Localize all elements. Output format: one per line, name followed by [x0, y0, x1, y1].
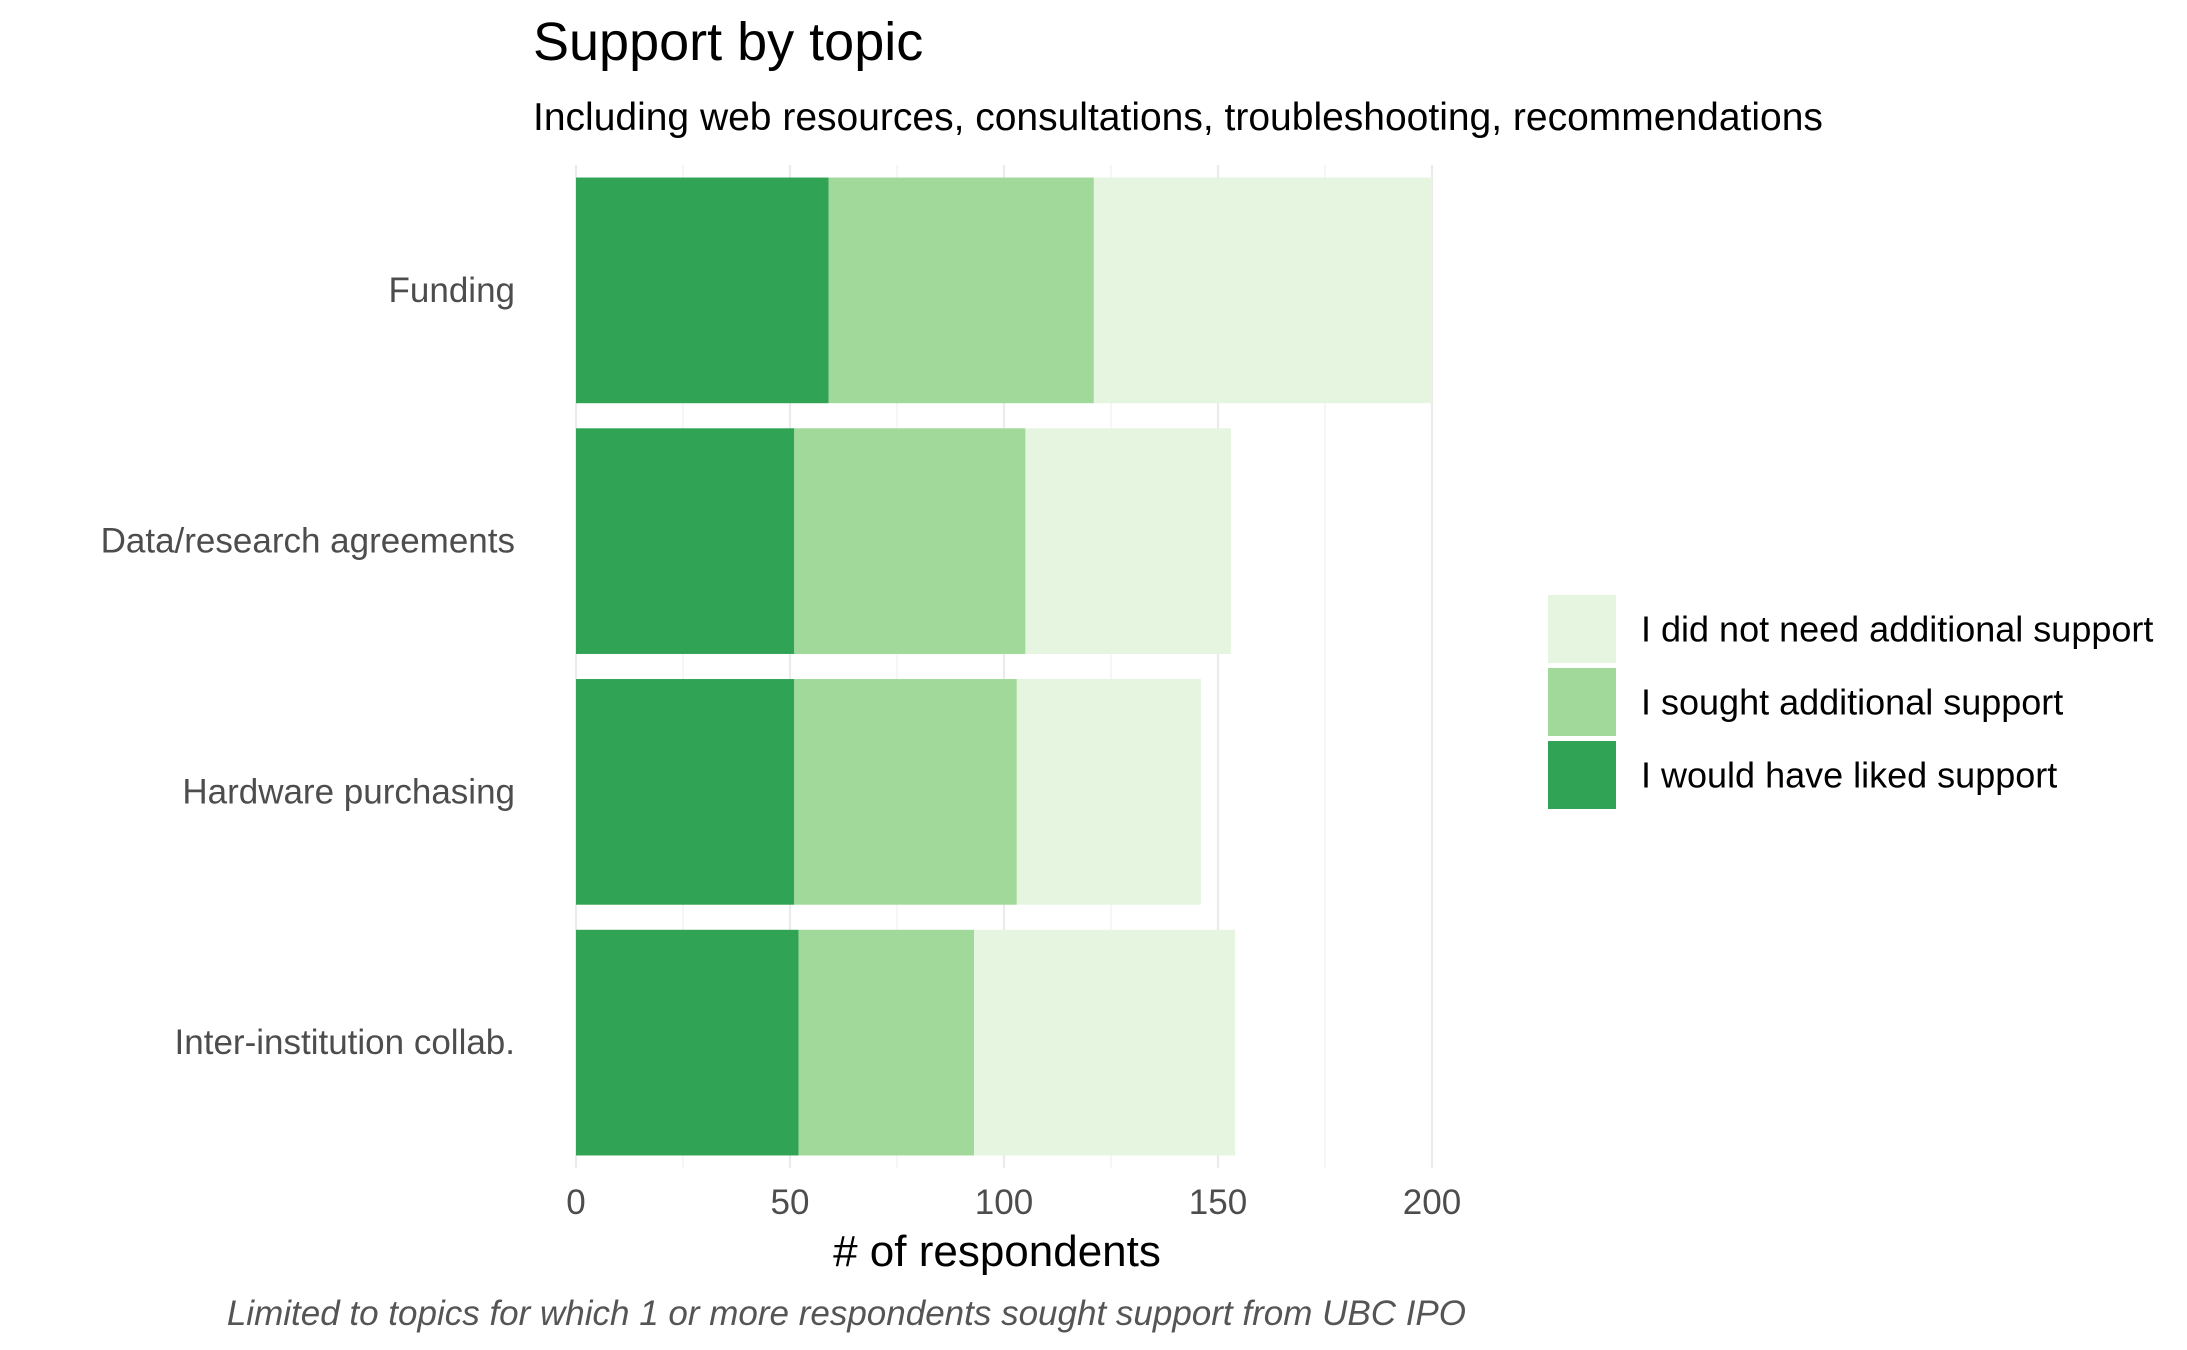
category-label: Inter-institution collab. [175, 1023, 515, 1062]
category-labels: Funding Data/research agreements Hardware … [101, 271, 515, 1062]
chart-title: Support by topic [533, 12, 923, 72]
legend-label: I did not need additional support [1641, 609, 2153, 650]
bar-data-research-agreements-i-did-not-need-additional-support [1025, 428, 1231, 654]
bar-funding-i-did-not-need-additional-support [1093, 177, 1432, 404]
bar-data-research-agreements-i-sought-additional-support [794, 428, 1026, 654]
category-label: Hardware purchasing [182, 772, 515, 811]
bar-hardware-purchasing-i-sought-additional-support [794, 679, 1017, 905]
legend-label: I would have liked support [1641, 755, 2057, 796]
legend-label: I sought additional support [1641, 682, 2063, 723]
legend-key-i-would-have-liked-support [1548, 741, 1616, 809]
chart-subtitle: Including web resources, consultations, … [533, 96, 1823, 139]
bar-inter-institution-collab-i-did-not-need-additional-support [974, 929, 1236, 1156]
bars [576, 177, 1432, 1156]
x-tick-label: 0 [566, 1183, 585, 1222]
bar-inter-institution-collab-i-would-have-liked-support [576, 929, 799, 1156]
x-tick-label: 200 [1403, 1183, 1461, 1222]
bar-data-research-agreements-i-would-have-liked-support [576, 428, 795, 654]
bar-hardware-purchasing-i-would-have-liked-support [576, 679, 795, 905]
x-tick-label: 50 [771, 1183, 810, 1222]
legend: I did not need additional support I sough… [1548, 595, 2153, 809]
legend-key-i-did-not-need-additional-support [1548, 595, 1616, 663]
x-tick-label: 100 [975, 1183, 1033, 1222]
bar-hardware-purchasing-i-did-not-need-additional-support [1016, 679, 1201, 905]
x-tick-label: 150 [1189, 1183, 1247, 1222]
category-label: Data/research agreements [101, 522, 515, 561]
legend-key-i-sought-additional-support [1548, 668, 1616, 736]
bar-inter-institution-collab-i-sought-additional-support [798, 929, 975, 1156]
x-axis-title: # of respondents [833, 1227, 1161, 1276]
category-label: Funding [389, 271, 515, 310]
x-tick-labels: 0 50 100 150 200 [566, 1183, 1461, 1222]
chart-caption: Limited to topics for which 1 or more re… [227, 1294, 1466, 1333]
bar-funding-i-sought-additional-support [828, 177, 1094, 404]
bar-funding-i-would-have-liked-support [576, 177, 829, 404]
